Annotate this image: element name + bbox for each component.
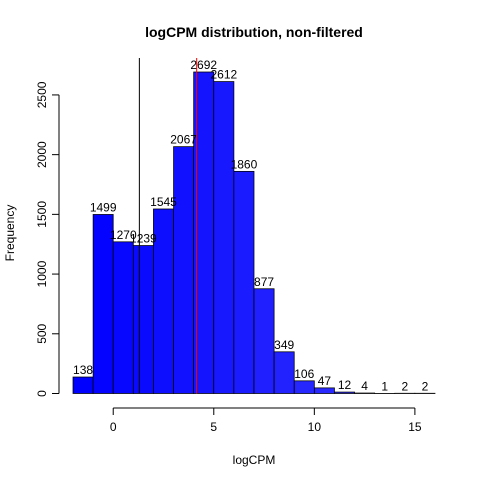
bar-count-label: 1270 [110, 228, 137, 242]
y-tick-label: 500 [35, 323, 49, 343]
reference-lines-group [138, 58, 198, 394]
histogram-bar [132, 245, 154, 394]
bar-count-label: 877 [254, 275, 274, 289]
histogram-bar [334, 391, 355, 394]
bar-count-label: 349 [274, 338, 294, 352]
y-tick-label: 1500 [35, 201, 49, 228]
bar-count-label: 1499 [90, 200, 117, 214]
histogram-bar [72, 376, 94, 394]
bar-count-label: 4 [361, 379, 368, 393]
bar-count-label: 47 [318, 374, 332, 388]
bar-count-label: 2067 [170, 133, 197, 147]
data-labels-group: 1381499127012391545206726922612186087734… [73, 58, 429, 393]
histogram-bar [213, 81, 235, 394]
histogram-bar [112, 241, 134, 394]
histogram-bar [293, 380, 315, 394]
x-tick-label: 15 [408, 420, 422, 434]
histogram-bar [253, 288, 275, 394]
bar-count-label: 1860 [231, 157, 258, 171]
chart-title: logCPM distribution, non-filtered [145, 24, 363, 40]
x-axis: 0 5 10 15 [110, 407, 422, 434]
bars-group [72, 71, 436, 394]
bar-count-label: 2612 [210, 68, 237, 82]
bar-count-label: 2 [401, 379, 408, 393]
y-tick-label: 2500 [35, 81, 49, 108]
bar-count-label: 1 [381, 379, 388, 393]
x-tick-label: 10 [308, 420, 322, 434]
y-tick-label: 0 [35, 390, 49, 397]
bar-count-label: 1239 [130, 232, 157, 246]
y-axis-label: Frequency [3, 205, 17, 262]
y-tick-label: 1000 [35, 260, 49, 287]
bar-count-label: 1545 [150, 195, 177, 209]
histogram-bar [173, 146, 195, 394]
y-tick-label: 2000 [35, 141, 49, 168]
bar-count-label: 2 [422, 379, 429, 393]
bar-count-label: 106 [294, 367, 314, 381]
histogram-bar [233, 170, 255, 394]
bar-count-label: 138 [73, 363, 93, 377]
histogram-bar [313, 387, 335, 394]
y-axis: 0 500 1000 1500 2000 2500 [35, 81, 60, 397]
x-tick-label: 0 [110, 420, 117, 434]
histogram-bar [273, 351, 295, 394]
x-axis-label: logCPM [233, 453, 276, 467]
x-tick-label: 5 [210, 420, 217, 434]
bar-count-label: 12 [338, 378, 352, 392]
